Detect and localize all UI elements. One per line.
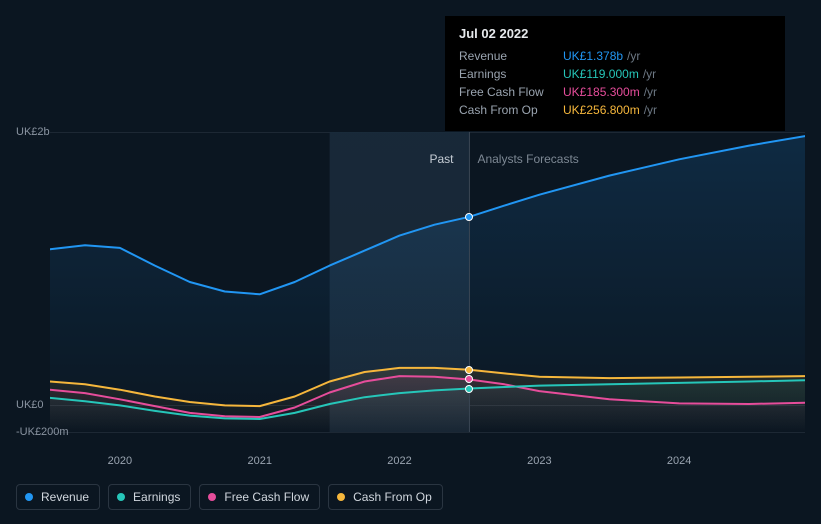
tooltip-metric-unit: /yr [627, 49, 640, 63]
tooltip-metric-label: Free Cash Flow [459, 85, 563, 99]
tooltip-metric-label: Cash From Op [459, 103, 563, 117]
legend-label: Revenue [41, 490, 89, 504]
y-axis-label: UK£0 [16, 399, 44, 411]
chart-legend: Revenue Earnings Free Cash Flow Cash From O… [16, 484, 443, 510]
tooltip-row: Earnings UK£119.000m /yr [459, 65, 771, 83]
tooltip-metric-unit: /yr [644, 103, 657, 117]
legend-dot-icon [337, 493, 345, 501]
tooltip-row: Revenue UK£1.378b /yr [459, 47, 771, 65]
y-axis-label: UK£2b [16, 126, 50, 138]
tooltip-metric-label: Revenue [459, 49, 563, 63]
x-axis-label: 2024 [667, 455, 691, 467]
legend-dot-icon [25, 493, 33, 501]
legend-item-earnings[interactable]: Earnings [108, 484, 191, 510]
cursor-marker-cash_from_op [465, 366, 473, 374]
legend-label: Free Cash Flow [224, 490, 309, 504]
legend-label: Earnings [133, 490, 180, 504]
chart-tooltip: Jul 02 2022 Revenue UK£1.378b /yr Earnin… [445, 16, 785, 131]
legend-item-revenue[interactable]: Revenue [16, 484, 100, 510]
cursor-marker-revenue [465, 213, 473, 221]
past-label: Past [429, 152, 453, 166]
legend-dot-icon [208, 493, 216, 501]
tooltip-metric-unit: /yr [644, 85, 657, 99]
cursor-marker-free_cash_flow [465, 375, 473, 383]
x-axis-label: 2023 [527, 455, 551, 467]
legend-dot-icon [117, 493, 125, 501]
x-axis-label: 2020 [108, 455, 132, 467]
legend-label: Cash From Op [353, 490, 432, 504]
legend-item-cash-from-op[interactable]: Cash From Op [328, 484, 443, 510]
tooltip-metric-unit: /yr [643, 67, 656, 81]
chart-plot[interactable] [50, 132, 805, 432]
x-axis-label: 2022 [387, 455, 411, 467]
forecast-label: Analysts Forecasts [477, 152, 578, 166]
tooltip-row: Free Cash Flow UK£185.300m /yr [459, 83, 771, 101]
tooltip-date: Jul 02 2022 [459, 26, 771, 41]
tooltip-metric-value: UK£256.800m [563, 103, 640, 117]
tooltip-metric-value: UK£185.300m [563, 85, 640, 99]
x-axis-label: 2021 [247, 455, 271, 467]
tooltip-metric-value: UK£1.378b [563, 49, 623, 63]
tooltip-metric-value: UK£119.000m [563, 67, 639, 81]
tooltip-metric-label: Earnings [459, 67, 563, 81]
cursor-marker-earnings [465, 385, 473, 393]
gridline [50, 432, 805, 433]
legend-item-free-cash-flow[interactable]: Free Cash Flow [199, 484, 320, 510]
tooltip-row: Cash From Op UK£256.800m /yr [459, 101, 771, 119]
